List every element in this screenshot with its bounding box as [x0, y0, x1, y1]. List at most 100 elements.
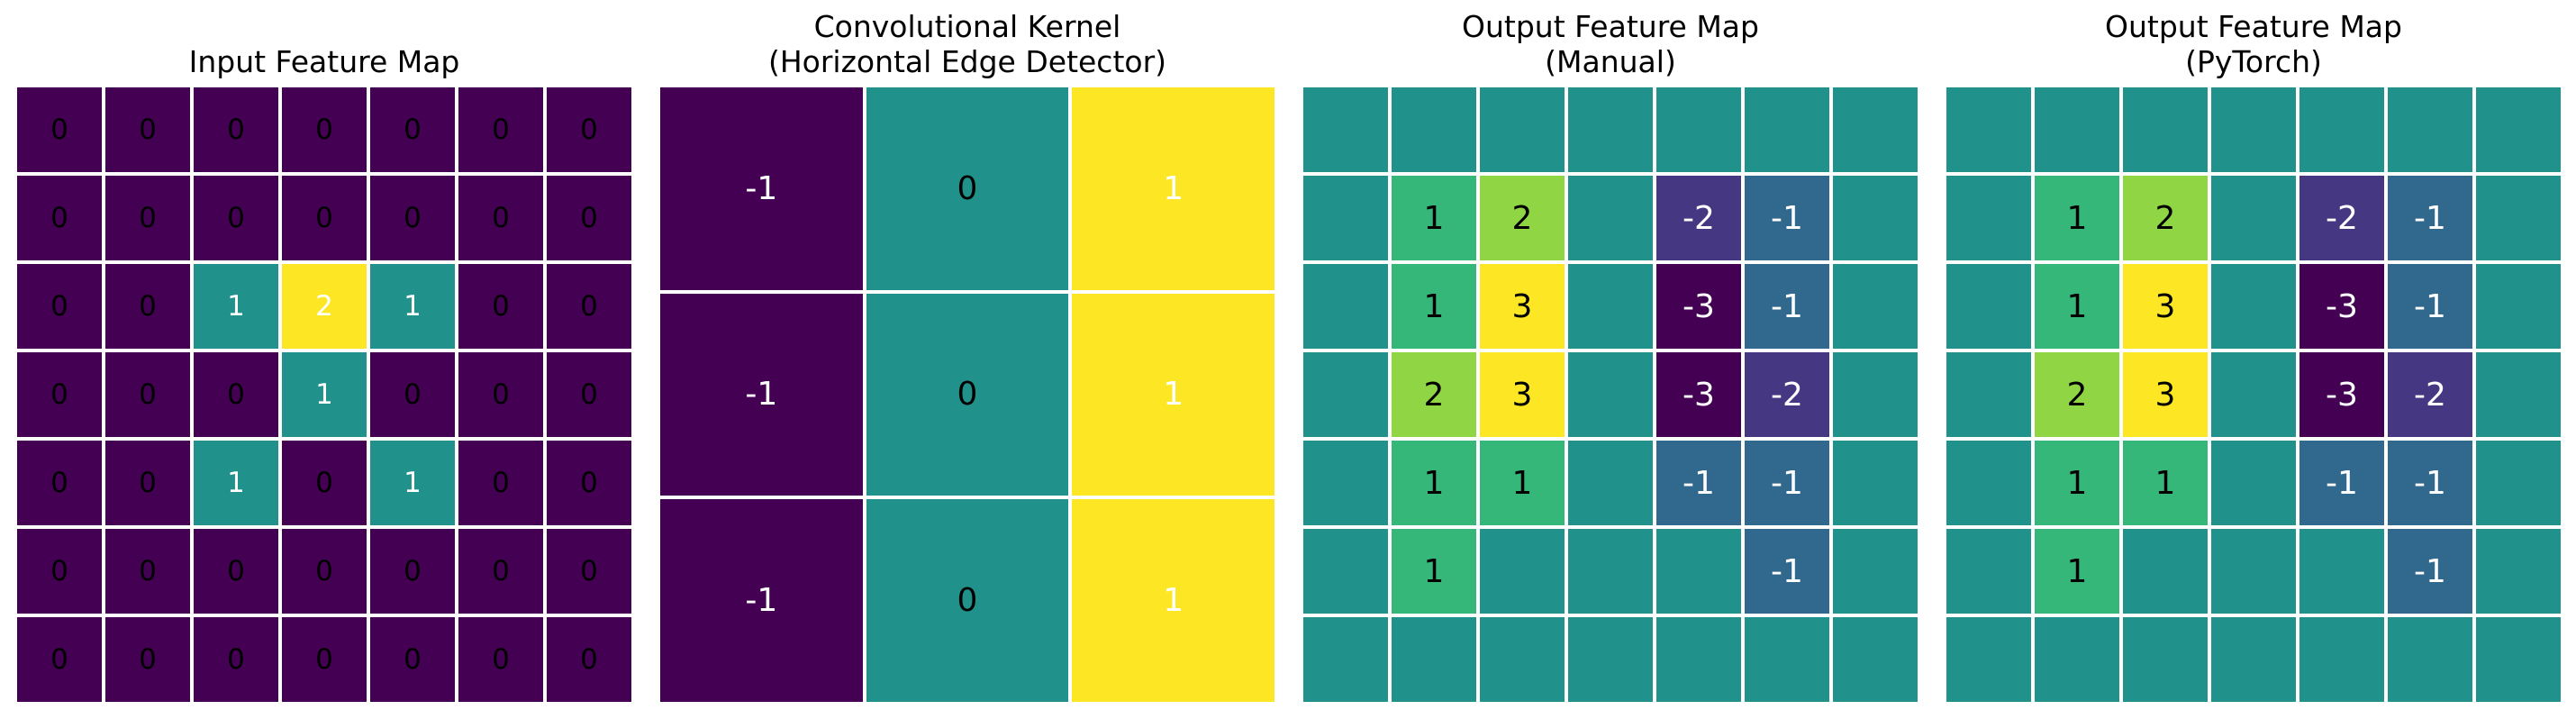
heatmap-cell: 0 [17, 529, 102, 614]
heatmap-cell: 0 [547, 617, 631, 702]
heatmap-cell: 0 [458, 529, 543, 614]
heatmap-cell: 0 [105, 176, 190, 260]
heatmap-cell: 0 [17, 176, 102, 260]
heatmap-cell [1745, 617, 1829, 702]
heatmap-cell: 0 [282, 617, 367, 702]
heatmap-cell: -1 [1656, 441, 1741, 525]
heatmap-cell: -1 [2299, 441, 2384, 525]
heatmap-cell: 1 [194, 441, 278, 525]
heatmap-cell: 0 [547, 87, 631, 172]
heatmap-cell [1568, 617, 1653, 702]
heatmap-cell: 0 [105, 617, 190, 702]
panel-title-output-manual: Output Feature Map (Manual) [1462, 9, 1759, 79]
heatmap-cell [1303, 441, 1388, 525]
heatmap-cell [1303, 87, 1388, 172]
heatmap-cell [1303, 264, 1388, 349]
heatmap-cell [2211, 441, 2296, 525]
heatmap-cell [1833, 529, 1918, 614]
heatmap-cell [1946, 352, 2031, 437]
heatmap-cell: 0 [282, 441, 367, 525]
heatmap-cell [1833, 87, 1918, 172]
heatmap-cell [1833, 264, 1918, 349]
heatmap-cell: 0 [547, 264, 631, 349]
heatmap-cell: -3 [1656, 352, 1741, 437]
heatmap-cell [2476, 176, 2561, 260]
heatmap-cell [1568, 352, 1653, 437]
heatmap-cell: -1 [1745, 529, 1829, 614]
heatmap-cell: 1 [1072, 499, 1274, 702]
heatmap-cell [2476, 529, 2561, 614]
heatmap-cell: 0 [458, 352, 543, 437]
heatmap-cell: 0 [17, 617, 102, 702]
heatmap-cell [1303, 617, 1388, 702]
heatmap-cell: -2 [2299, 176, 2384, 260]
heatmap-cell [1833, 176, 1918, 260]
panel-title-output-pytorch: Output Feature Map (PyTorch) [2105, 9, 2402, 79]
heatmap-cell: 0 [547, 529, 631, 614]
heatmap-cell: -1 [2388, 176, 2472, 260]
heatmap-cell: 0 [866, 293, 1069, 496]
heatmap-cell: 1 [1392, 529, 1476, 614]
heatmap-cell [2476, 264, 2561, 349]
heatmap-cell [1303, 176, 1388, 260]
heatmap-cell [1833, 441, 1918, 525]
heatmap-cell [2211, 529, 2296, 614]
heatmap-cell [2123, 617, 2208, 702]
panel-title-kernel: Convolutional Kernel (Horizontal Edge De… [767, 9, 1167, 79]
heatmap-cell: 0 [282, 176, 367, 260]
heatmap-cell: 1 [1072, 87, 1274, 290]
heatmap-output-manual: 1 2 -2 -1 1 3 -3 -1 2 3 -3 -2 1 1 -1 -1 1 -1 [1303, 87, 1918, 702]
panel-title-input: Input Feature Map [188, 43, 460, 79]
panel-convolutional-kernel: Convolutional Kernel (Horizontal Edge De… [660, 0, 1274, 719]
heatmap-cell [1568, 529, 1653, 614]
heatmap-cell: -1 [1745, 441, 1829, 525]
heatmap-cell: 0 [458, 441, 543, 525]
heatmap-cell: 0 [17, 352, 102, 437]
heatmap-cell [2299, 87, 2384, 172]
heatmap-cell: -2 [1745, 352, 1829, 437]
heatmap-cell [1568, 176, 1653, 260]
heatmap-cell: 3 [2123, 264, 2208, 349]
heatmap-cell: 0 [194, 352, 278, 437]
heatmap-cell: -1 [660, 499, 863, 702]
heatmap-cell [1480, 529, 1565, 614]
heatmap-cell: -1 [660, 293, 863, 496]
heatmap-cell: 0 [194, 617, 278, 702]
heatmap-cell [1480, 617, 1565, 702]
heatmap-cell: 0 [458, 617, 543, 702]
heatmap-cell: 1 [282, 352, 367, 437]
heatmap-cell [2476, 441, 2561, 525]
heatmap-cell [1392, 617, 1476, 702]
heatmap-cell: 0 [370, 87, 455, 172]
heatmap-cell: 0 [458, 87, 543, 172]
heatmap-cell: 1 [1392, 441, 1476, 525]
heatmap-cell: 1 [2035, 441, 2119, 525]
heatmap-kernel: -1 0 1 -1 0 1 -1 0 1 [660, 87, 1274, 702]
heatmap-cell [1568, 264, 1653, 349]
heatmap-cell: 0 [547, 176, 631, 260]
heatmap-cell: 0 [17, 264, 102, 349]
heatmap-cell [1833, 352, 1918, 437]
heatmap-cell [2476, 352, 2561, 437]
heatmap-cell: 1 [2035, 264, 2119, 349]
heatmap-cell: 2 [2035, 352, 2119, 437]
heatmap-cell: 0 [194, 87, 278, 172]
heatmap-cell: 1 [2035, 176, 2119, 260]
heatmap-cell: 0 [547, 352, 631, 437]
heatmap-cell: 0 [458, 176, 543, 260]
heatmap-cell: 0 [194, 176, 278, 260]
heatmap-cell [2388, 617, 2472, 702]
heatmap-cell: 0 [370, 352, 455, 437]
heatmap-cell [1946, 264, 2031, 349]
heatmap-cell [1946, 176, 2031, 260]
heatmap-cell [2211, 264, 2296, 349]
heatmap-cell: -3 [2299, 264, 2384, 349]
heatmap-cell: 0 [105, 441, 190, 525]
heatmap-cell [1656, 617, 1741, 702]
heatmap-cell: 0 [17, 87, 102, 172]
heatmap-cell: 0 [282, 529, 367, 614]
heatmap-cell [2299, 617, 2384, 702]
